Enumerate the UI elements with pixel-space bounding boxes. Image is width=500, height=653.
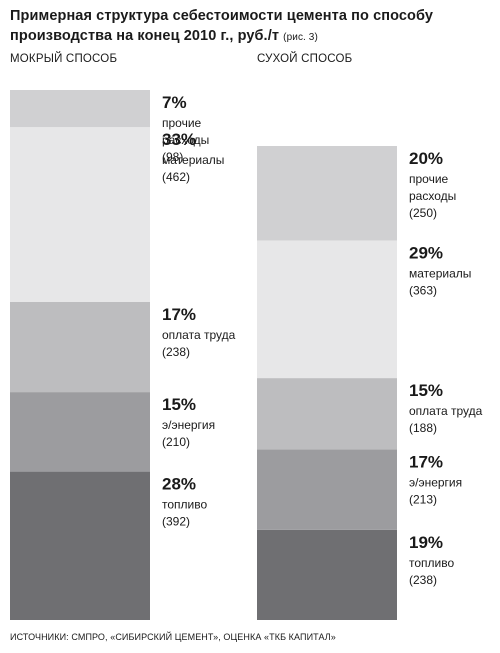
dry-segment-percent: 17% bbox=[409, 452, 443, 471]
wet-segment-percent: 33% bbox=[162, 130, 196, 149]
dry-bar-segment-4 bbox=[257, 146, 397, 241]
dry-bar-segment-3 bbox=[257, 240, 397, 379]
dry-segment-label: оплата труда bbox=[409, 404, 483, 418]
dry-bar-segment-1 bbox=[257, 449, 397, 530]
wet-segment-label: топливо bbox=[162, 498, 207, 512]
wet-segment-label: оплата труда bbox=[162, 328, 236, 342]
dry-segment-value: (213) bbox=[409, 492, 437, 506]
dry-segment-percent: 15% bbox=[409, 381, 443, 400]
dry-segment-label: прочие bbox=[409, 172, 449, 186]
wet-bar-segment-2 bbox=[10, 302, 150, 393]
title-line-1: Примерная структура себестоимости цемент… bbox=[10, 8, 434, 24]
dry-segment-value: (363) bbox=[409, 284, 437, 298]
wet-segment-label: материалы bbox=[162, 153, 224, 167]
dry-segment-value: (238) bbox=[409, 573, 437, 587]
wet-segment-label: прочие bbox=[162, 116, 202, 130]
source-note: ИСТОЧНИКИ: СМПРО, «СИБИРСКИЙ ЦЕМЕНТ», ОЦ… bbox=[10, 632, 336, 642]
wet-bar-segment-1 bbox=[10, 392, 150, 472]
wet-bar-segment-4 bbox=[10, 90, 150, 128]
dry-segment-label: материалы bbox=[409, 267, 471, 281]
title-line-2: производства на конец 2010 г., руб./т bbox=[10, 28, 280, 44]
wet-segment-percent: 28% bbox=[162, 475, 196, 494]
wet-segment-label: э/энергия bbox=[162, 418, 215, 432]
chart-title: Примерная структура себестоимости цемент… bbox=[10, 6, 490, 48]
wet-bar-segment-0 bbox=[10, 471, 150, 620]
dry-segment-percent: 19% bbox=[409, 533, 443, 552]
title-note: (рис. 3) bbox=[283, 32, 318, 43]
wet-segment-value: (392) bbox=[162, 515, 190, 529]
wet-segment-percent: 15% bbox=[162, 395, 196, 414]
wet-segment-percent: 7% bbox=[162, 93, 187, 112]
dry-segment-value: (188) bbox=[409, 421, 437, 435]
dry-method-label: СУХОЙ СПОСОБ bbox=[257, 53, 353, 65]
dry-segment-percent: 29% bbox=[409, 244, 443, 263]
dry-segment-label: топливо bbox=[409, 556, 454, 570]
wet-method-label: МОКРЫЙ СПОСОБ bbox=[10, 53, 118, 65]
dry-segment-label: э/энергия bbox=[409, 475, 462, 489]
dry-bar-segment-0 bbox=[257, 529, 397, 620]
dry-segment-percent: 20% bbox=[409, 149, 443, 168]
dry-bar-segment-2 bbox=[257, 378, 397, 450]
dry-segment-label: расходы bbox=[409, 189, 456, 203]
wet-segment-value: (238) bbox=[162, 345, 190, 359]
dry-segment-value: (250) bbox=[409, 206, 437, 220]
wet-segment-value: (98) bbox=[162, 150, 183, 164]
wet-segment-label: расходы bbox=[162, 133, 209, 147]
wet-segment-percent: 17% bbox=[162, 305, 196, 324]
wet-bar-segment-3 bbox=[10, 127, 150, 302]
wet-segment-value: (210) bbox=[162, 435, 190, 449]
wet-segment-value: (462) bbox=[162, 170, 190, 184]
